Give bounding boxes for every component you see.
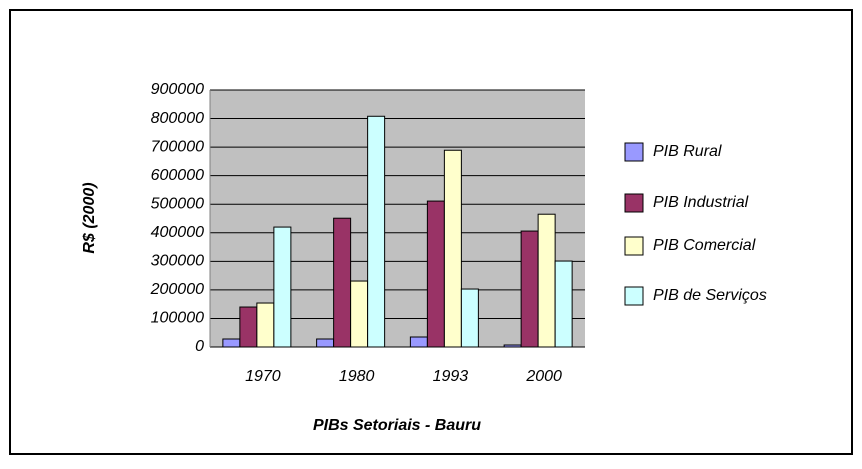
x-tick-label: 1970	[245, 368, 281, 385]
y-tick-label: 800000	[151, 110, 204, 127]
bar	[443, 149, 462, 348]
x-tick-label: 2000	[525, 368, 562, 385]
y-tick-label: 100000	[151, 310, 204, 327]
legend-label: PIB Industrial	[653, 194, 749, 211]
bar	[409, 336, 428, 348]
chart-title: PIBs Setoriais - Bauru	[313, 417, 481, 434]
bar	[537, 213, 556, 348]
y-tick-label: 400000	[151, 224, 204, 241]
legend-label: PIB Comercial	[653, 237, 756, 254]
bar	[554, 260, 573, 348]
bar	[367, 115, 386, 348]
bar	[503, 344, 522, 348]
y-tick-label: 900000	[151, 81, 204, 98]
y-axis-label: R$ (2000)	[81, 182, 98, 253]
x-tick-label: 1980	[339, 368, 375, 385]
y-tick-label: 700000	[151, 138, 204, 155]
y-tick-label: 0	[195, 338, 204, 355]
bar	[520, 230, 539, 348]
bar	[316, 338, 335, 348]
bar	[239, 306, 258, 348]
legend-swatch	[624, 193, 644, 213]
y-tick-label: 200000	[150, 281, 204, 298]
x-tick-label: 1993	[433, 368, 469, 385]
legend-swatch	[624, 286, 644, 306]
legend-label: PIB Rural	[653, 143, 722, 160]
bar	[426, 200, 445, 348]
legend-swatch	[624, 236, 644, 256]
y-tick-label: 500000	[151, 195, 204, 212]
y-tick-label: 300000	[151, 253, 204, 270]
bar	[273, 226, 292, 348]
bar	[222, 338, 241, 348]
bar	[460, 288, 479, 348]
legend-swatch	[624, 142, 644, 162]
bar	[256, 302, 275, 348]
legend-label: PIB de Serviços	[653, 287, 767, 304]
y-tick-label: 600000	[151, 167, 204, 184]
bar	[333, 217, 352, 348]
bar	[350, 280, 369, 348]
